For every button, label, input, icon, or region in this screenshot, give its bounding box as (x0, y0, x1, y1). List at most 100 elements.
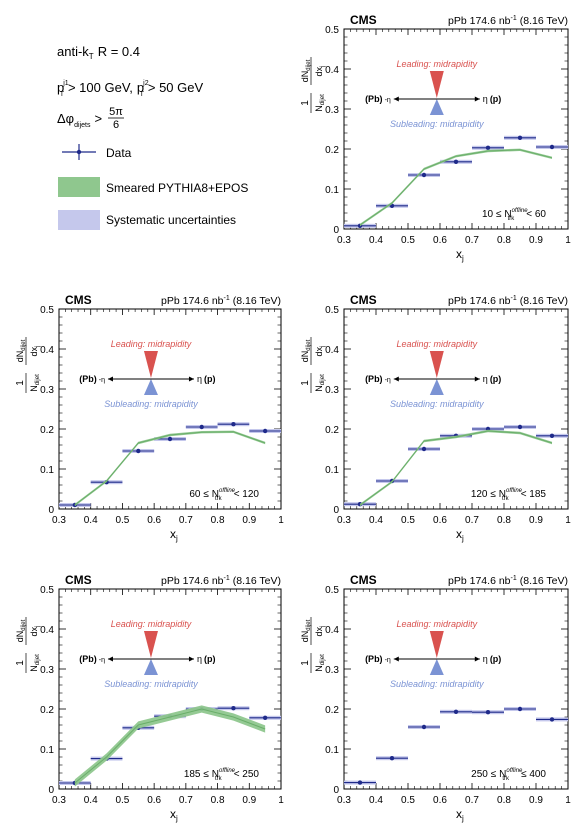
x-tick-label: 0.7 (465, 515, 479, 526)
x-tick-label: 0.8 (211, 515, 225, 526)
y-tick-label: 0.1 (325, 745, 339, 756)
range-upper: < 120 (234, 489, 260, 500)
y-title-dn: dNdijet (300, 59, 312, 82)
leading-label: Leading: midrapidity (397, 339, 478, 349)
eta-axis-arrow-right (474, 656, 480, 662)
p-label: (p) (490, 654, 502, 664)
y-title-dx-sub: j (320, 626, 326, 628)
data-point (262, 428, 268, 434)
eta-axis-arrow-left (107, 376, 113, 382)
legend: anti-kT R = 0.4 pj1 T > 100 GeV, pj2 T > 50 Ge… (57, 44, 248, 230)
range-n: N (499, 769, 506, 780)
eta-axis-arrow-right (188, 656, 194, 662)
data-point (517, 424, 523, 430)
x-tick-label: 0.6 (147, 795, 161, 806)
x-tick-label: 0.8 (497, 795, 511, 806)
legend-entry-syst: Systematic uncertainties (58, 210, 236, 230)
legend-dphi-cut: Δφdijets > (57, 111, 102, 129)
panel-top-right: 0.3 0.4 0.5 0.6 0.7 0.8 0.9 1 0 0.1 0.2 0.3 0.4 0.5 CM… (300, 13, 571, 263)
subleading-label: Subleading: midrapidity (390, 119, 484, 129)
pb-label: (Pb) (79, 654, 97, 664)
p-side-label: η (p) (483, 94, 502, 104)
x-axis-title: xj (456, 527, 464, 543)
lumi-text: pPb 174.6 nb (448, 295, 511, 307)
data-point (549, 717, 555, 722)
legend-algo: anti-kT R = 0.4 (57, 44, 140, 61)
p-side-label: η (p) (483, 654, 502, 664)
pythia-line (74, 708, 266, 784)
lumi-label: pPb 174.6 nb-1 (8.16 TeV) (448, 575, 568, 587)
cms-label: CMS (65, 293, 92, 307)
legend-entry-data: Data (62, 144, 132, 160)
multiplicity-range: 185 ≤ Noffline trk < 250 (184, 768, 260, 782)
y-tick-label: 0.5 (325, 305, 339, 316)
subleading-triangle (429, 379, 444, 395)
y-tick-label: 0.3 (325, 105, 339, 116)
lumi-text: pPb 174.6 nb (161, 295, 224, 307)
energy-text: (8.16 TeV) (233, 295, 281, 307)
y-tick-label: 0.4 (325, 625, 339, 636)
y-title-n-sub: dijet (320, 374, 326, 385)
leading-triangle (143, 351, 158, 378)
subleading-label: Subleading: midrapidity (390, 399, 484, 409)
multiplicity-range: 60 ≤ Noffline trk < 120 (189, 488, 259, 502)
y-title-dn-text: dN (300, 631, 310, 643)
x-tick-label: 0.5 (401, 795, 415, 806)
y-title-dx-sub: j (35, 626, 41, 628)
y-title-dx: dxj (29, 346, 41, 357)
range-lower: 185 ≤ (184, 769, 209, 780)
pb-side-label: (Pb) -η (365, 94, 391, 104)
data-point (421, 446, 427, 452)
p-label: (p) (204, 654, 216, 664)
y-title-dn: dNdijet (15, 619, 27, 642)
y-title-n-sub: dijet (320, 654, 326, 665)
x-tick-label: 1 (278, 795, 284, 806)
y-title-dn: dNdijet (300, 619, 312, 642)
data-point (485, 710, 491, 715)
multiplicity-range: 250 ≤ Noffline trk ≤ 400 (471, 768, 546, 782)
pb-side-label: (Pb) -η (79, 654, 105, 664)
y-title-ndijet: Ndijet (314, 654, 326, 672)
x-axis-title-sub: j (461, 534, 464, 543)
pb-side-label: (Pb) -η (79, 374, 105, 384)
plot-frame (58, 588, 282, 790)
y-tick-label: 0.2 (325, 145, 339, 156)
lumi-exponent: -1 (511, 15, 517, 22)
leading-label: Leading: midrapidity (111, 619, 192, 629)
x-tick-label: 0.3 (52, 515, 66, 526)
x-axis-title-x: x (456, 247, 462, 261)
y-title-dn-sub: dijet (306, 59, 312, 70)
pb-side-label: (Pb) -η (365, 654, 391, 664)
data-point (485, 145, 491, 150)
x-tick-label: 0.8 (497, 235, 511, 246)
lumi-text: pPb 174.6 nb (161, 575, 224, 587)
y-title-dn-text: dN (15, 631, 25, 643)
cms-label: CMS (350, 573, 377, 587)
pb-label: (Pb) (365, 654, 383, 664)
y-title-one: 1 (300, 100, 311, 106)
y-title-ndijet: Ndijet (29, 654, 41, 672)
p-label: (p) (204, 374, 216, 384)
x-tick-label: 0.9 (529, 515, 543, 526)
x-tick-label: 0.4 (369, 795, 383, 806)
x-tick-label: 0.4 (84, 795, 98, 806)
lumi-exponent: -1 (224, 575, 230, 582)
y-tick-label: 0.1 (40, 745, 54, 756)
x-axis-title-x: x (456, 527, 462, 541)
y-tick-label: 0 (48, 785, 54, 796)
x-tick-label: 0.8 (211, 795, 225, 806)
panels: 0.3 0.4 0.5 0.6 0.7 0.8 0.9 1 0 0.1 0.2 0.3 0.4 0.5 CM… (15, 13, 571, 823)
legend-label-syst: Systematic uncertainties (106, 213, 236, 227)
range-upper: < 60 (526, 209, 546, 220)
range-n-sup: offline (219, 488, 236, 494)
x-tick-label: 0.5 (401, 515, 415, 526)
x-tick-label: 0.5 (115, 795, 129, 806)
x-axis-title-sub: j (175, 534, 178, 543)
eta-plus-label: η (483, 94, 488, 104)
y-tick-label: 0.2 (325, 425, 339, 436)
x-tick-label: 0.7 (179, 515, 193, 526)
x-axis-title: xj (170, 807, 178, 823)
x-tick-label: 0.6 (433, 515, 447, 526)
